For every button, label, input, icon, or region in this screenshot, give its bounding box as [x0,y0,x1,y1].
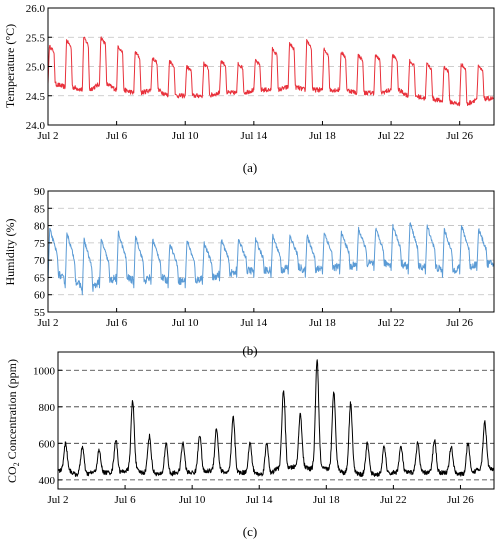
panel-b-series-line [47,222,495,296]
panel-a-ytick-label: 24.0 [26,120,46,132]
panel-c-xtick-label: Jul 26 [447,494,474,506]
panel-b-ytick-label: 75 [34,238,46,250]
panel-c-xtick-label: Jul 22 [380,494,407,506]
panel-a-ylabel: Temperature (°C) [3,24,17,108]
panel-b-xtick-label: Jul 2 [37,317,58,329]
panel-a-xtick-label: Jul 18 [309,130,336,142]
panel-c-xtick-label: Jul 18 [313,494,340,506]
panel-b-ytick-label: 60 [34,290,46,302]
panel-a-ytick-label: 26.0 [26,3,46,15]
panel-b-ytick-label: 85 [34,203,46,215]
panel-a-ytick-label: 24.5 [26,91,46,103]
panel-a-xtick-label: Jul 26 [446,130,473,142]
panel-a-xtick-label: Jul 14 [241,130,268,142]
panel-c-ytick-label: 800 [39,402,56,414]
panel-a-xtick-label: Jul 10 [172,130,199,142]
panel-c-xtick-label: Jul 6 [115,494,137,506]
panel-a-xtick-label: Jul 22 [378,130,405,142]
panel-c-xtick-label: Jul 2 [47,494,68,506]
panel-b-ytick-label: 70 [34,255,46,267]
panel-c-ylabel: CO2 Concentration (ppm) [5,359,21,483]
panel-c-plot-frame [57,351,495,490]
panel-a-label: (a) [243,160,257,175]
panel-b-ytick-label: 55 [34,307,46,319]
panel-c-ytick-label: 600 [39,438,56,450]
panel-a-series-line [47,36,495,107]
panel-c-xtick-label: Jul 10 [179,494,206,506]
panel-b-plot-frame [47,190,495,313]
panel-c-xtick-label: Jul 14 [246,494,273,506]
panel-b-ytick-label: 65 [34,272,46,284]
panel-b-ylabel: Humidity (%) [3,219,17,286]
panel-c-series-line [57,359,495,477]
panel-a-chart: 24.0 24.5 25.0 25.5 26.0 Jul 2 Jul 6 Jul 10 Jul… [3,3,495,142]
panel-b-label: (b) [242,343,257,358]
panel-c-label: (c) [243,524,257,539]
panel-b-xtick-label: Jul 14 [241,317,268,329]
panel-b-xtick-label: Jul 6 [106,317,128,329]
panel-a-ytick-label: 25.0 [26,62,46,74]
panel-b-xtick-label: Jul 18 [309,317,336,329]
panel-b-xtick-label: Jul 26 [446,317,473,329]
panel-b-chart: 55 60 65 70 75 80 85 90 Jul 2 Jul 6 Jul 10 Jul 14 J… [3,186,495,329]
panel-c-chart: 400 600 800 1000 Jul 2 Jul 6 Jul 10 Jul 14 Jul … [5,351,495,506]
panel-a-xtick-label: Jul 2 [37,130,58,142]
panel-b-xtick-label: Jul 22 [378,317,405,329]
panel-b-ytick-label: 90 [34,186,46,198]
panel-a-ytick-label: 25.5 [26,32,46,44]
panel-a-xtick-label: Jul 6 [106,130,128,142]
panel-c-ytick-label: 400 [39,475,56,487]
panel-b-xtick-label: Jul 10 [172,317,199,329]
panel-c-ytick-label: 1000 [33,365,56,377]
panel-b-ytick-label: 80 [34,221,46,233]
